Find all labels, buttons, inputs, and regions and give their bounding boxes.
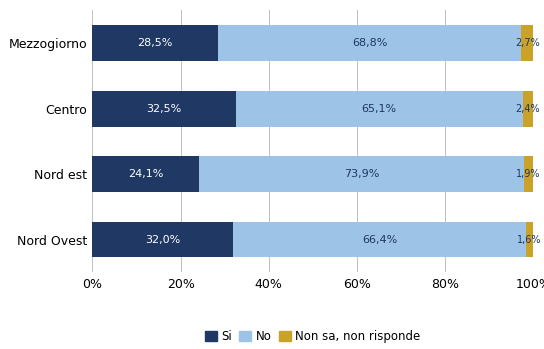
Bar: [236, 91, 523, 127]
Text: 1,6%: 1,6%: [517, 235, 542, 245]
Text: 73,9%: 73,9%: [344, 169, 379, 179]
Bar: [92, 91, 236, 127]
Bar: [521, 25, 533, 61]
Text: 2,4%: 2,4%: [516, 104, 540, 114]
Text: 68,8%: 68,8%: [352, 38, 387, 48]
Bar: [523, 91, 533, 127]
Bar: [199, 156, 524, 192]
Text: 28,5%: 28,5%: [138, 38, 173, 48]
Bar: [92, 25, 218, 61]
Text: 32,0%: 32,0%: [145, 235, 181, 245]
Bar: [526, 222, 533, 258]
Bar: [92, 222, 233, 258]
Text: 1,9%: 1,9%: [516, 169, 541, 179]
Legend: Si, No, Non sa, non risponde: Si, No, Non sa, non risponde: [200, 325, 425, 348]
Bar: [92, 156, 199, 192]
Text: 66,4%: 66,4%: [362, 235, 398, 245]
Bar: [218, 25, 521, 61]
Bar: [524, 156, 533, 192]
Text: 2,7%: 2,7%: [515, 38, 540, 48]
Text: 32,5%: 32,5%: [146, 104, 182, 114]
Bar: [233, 222, 526, 258]
Text: 65,1%: 65,1%: [362, 104, 397, 114]
Text: 24,1%: 24,1%: [128, 169, 163, 179]
